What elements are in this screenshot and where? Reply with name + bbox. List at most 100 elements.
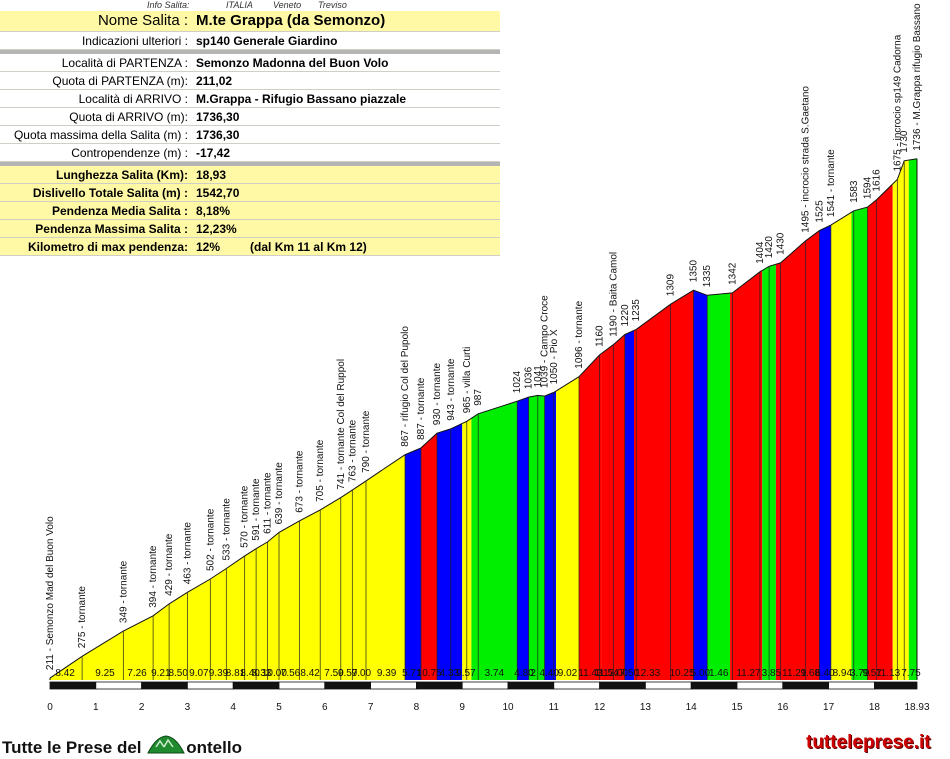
- km-tick-label-3: 3: [185, 702, 191, 713]
- gradient-label-23: 2: [530, 668, 536, 679]
- km-tick-label-8: 8: [414, 702, 420, 713]
- km-bar-segment-16: [782, 681, 829, 690]
- waypoint-label-22: 987: [473, 389, 484, 406]
- gradient-label-2: 7.26: [127, 668, 147, 679]
- profile-band-12: [624, 330, 634, 680]
- climb-info-table: Nome Salita : M.te Grappa (da Semonzo) I…: [0, 11, 500, 256]
- gradient-label-34: 11.27: [736, 668, 761, 679]
- arrivo-loc-value: M.Grappa - Rifugio Bassano piazzale: [192, 89, 500, 108]
- waypoint-label-4: 429 - tornante: [164, 533, 175, 596]
- waypoint-label-21: 965 - villa Curti: [462, 347, 473, 414]
- waypoint-label-45: 1616: [872, 169, 883, 192]
- gradient-label-20: 9.57: [456, 668, 476, 679]
- gradient-label-35: 3.85: [762, 668, 782, 679]
- km-tick-label-16: 16: [777, 702, 789, 713]
- brand-text-right: ontello: [186, 738, 242, 757]
- profile-dividers: [81, 160, 905, 680]
- waypoint-label-6: 502 - tornante: [205, 508, 216, 571]
- km-tick-label-9: 9: [459, 702, 465, 713]
- km-tick-label-19: 18.93: [904, 702, 929, 713]
- pend-max-value: 12,23%: [192, 219, 500, 238]
- waypoint-label-10: 611 - tornante: [263, 472, 274, 534]
- separator: [0, 49, 500, 54]
- partenza-quota-label: Quota di PARTENZA (m):: [0, 71, 192, 90]
- dislivello-value: 1542,70: [192, 183, 500, 202]
- gradient-label-9: 8.33: [252, 668, 272, 679]
- waypoint-label-12: 673 - tornante: [295, 450, 306, 513]
- waypoint-label-26: 1039 - Campo Croce: [540, 295, 551, 388]
- km-tick-label-6: 6: [322, 702, 328, 713]
- brand-text-left: Tutte le Prese del: [2, 738, 142, 757]
- gradient-label-3: 9.21: [151, 668, 171, 679]
- profile-band-1: [405, 447, 421, 680]
- waypoint-label-7: 533 - tornante: [221, 498, 232, 561]
- waypoint-label-39: 1430: [776, 232, 787, 255]
- gradient-label-33: 1.46: [709, 668, 729, 679]
- waypoint-label-2: 349 - tornante: [118, 560, 129, 623]
- km-bar-segment-2: [141, 681, 188, 690]
- waypoint-label-19: 930 - tornante: [432, 362, 443, 425]
- partenza-loc-label: Località di PARTENZA :: [0, 54, 192, 72]
- separator: [0, 161, 500, 166]
- km-bar-segment-3: [186, 681, 234, 690]
- km-bar-segment-1: [95, 681, 143, 690]
- km-tick-label-15: 15: [731, 702, 743, 713]
- gradient-label-1: 9.25: [95, 668, 115, 679]
- profile-band-19: [819, 225, 831, 680]
- waypoint-label-48: 1736 - M.Grappa rifugio Bassano: [912, 3, 923, 151]
- profile-band-8: [544, 390, 557, 680]
- quota-max-value: 1736,30: [192, 125, 500, 144]
- gradient-label-7: 8.81: [226, 668, 246, 679]
- waypoint-label-17: 867 - rifugio Col del Pupolo: [400, 326, 411, 447]
- waypoint-label-27: 1050 - Pio X: [549, 329, 560, 384]
- waypoint-label-1: 275 - tornante: [77, 586, 88, 649]
- waypoint-label-23: 1024: [512, 371, 523, 394]
- info-header-country: ITALIA: [226, 0, 253, 10]
- profile-band-16: [730, 270, 763, 680]
- contropendenze-value: -17,42: [192, 143, 500, 162]
- profile-band-24: [908, 158, 917, 680]
- row-partenza-quota: Quota di PARTENZA (m): 211,02: [0, 71, 500, 90]
- pend-media-label: Pendenza Media Salita :: [0, 201, 192, 220]
- gradient-label-41: 9.57: [862, 668, 882, 679]
- km-tick-label-7: 7: [368, 702, 374, 713]
- row-km-max: Kilometro di max pendenza: 12% (dal Km 11…: [0, 237, 500, 256]
- km-bar-segment-4: [232, 681, 280, 690]
- waypoint-label-18: 887 - tornante: [416, 377, 427, 440]
- profile-band-18: [775, 230, 820, 680]
- gradient-label-22: 4.80: [514, 668, 534, 679]
- waypoint-label-44: 1594: [863, 176, 874, 199]
- row-arrivo-quota: Quota di ARRIVO (m): 1736,30: [0, 107, 500, 126]
- gradient-label-6: 9.39: [209, 668, 229, 679]
- site-watermark: tutteleprese.it: [806, 732, 931, 753]
- gradient-label-40: 3.79: [850, 668, 870, 679]
- row-pend-media: Pendenza Media Salita : 8,18%: [0, 201, 500, 220]
- km-tick-label-11: 11: [549, 702, 560, 713]
- info-header: Info Salita: ITALIA Veneto Treviso: [0, 0, 500, 11]
- waypoint-label-30: 1190 - Baita Camol: [608, 252, 619, 337]
- km-bar-segment-7: [370, 681, 417, 690]
- profile-band-15: [707, 293, 731, 680]
- pend-media-value: 8,18%: [192, 201, 500, 220]
- km-max-value: 12% (dal Km 11 al Km 12): [192, 237, 500, 256]
- waypoint-label-16: 790 - tornante: [361, 410, 372, 473]
- km-tick-label-2: 2: [139, 702, 145, 713]
- row-dislivello: Dislivello Totale Salita (m) : 1542,70: [0, 183, 500, 202]
- profile-band-10: [579, 353, 602, 680]
- gradient-label-15: 9.00: [352, 668, 372, 679]
- gradient-label-11: 7.56: [281, 668, 301, 679]
- gradient-label-18: 10.75: [417, 668, 442, 679]
- row-indicazioni: Indicazioni ulteriori : sp140 Generale G…: [0, 31, 500, 50]
- waypoint-label-38: 1420: [764, 236, 775, 259]
- arrivo-quota-label: Quota di ARRIVO (m):: [0, 107, 192, 126]
- montello-mountain-icon: [147, 735, 186, 754]
- row-nome: Nome Salita : M.te Grappa (da Semonzo): [0, 11, 500, 32]
- gradient-label-16: 9.39: [377, 668, 397, 679]
- waypoint-label-37: 1404: [755, 241, 766, 264]
- gradient-label-43: 7.75: [901, 668, 921, 679]
- waypoint-labels: 211 - Semonzo Mad del Buon Volo 275 - tor…: [45, 3, 923, 670]
- waypoint-label-47: 1730: [899, 130, 910, 153]
- gradient-label-25: 9.02: [558, 668, 578, 679]
- profile-band-14: [693, 290, 708, 680]
